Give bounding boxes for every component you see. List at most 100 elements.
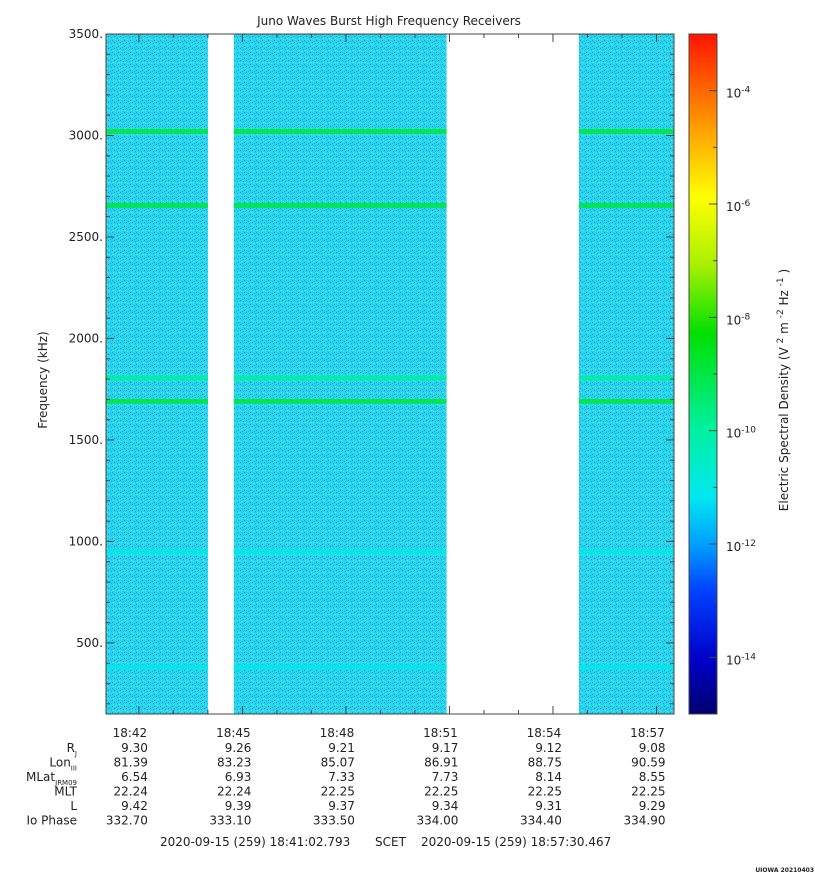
ephemeris-row-label: RJ (67, 741, 77, 758)
x-tick-label: 18:54 (527, 726, 562, 740)
colorbar-label-units: m (777, 322, 791, 334)
x-axis-ticks (138, 34, 657, 714)
emission-line (578, 128, 674, 134)
ephemeris-value: 22.25 (424, 785, 458, 799)
x-tick-label: 18:45 (216, 726, 251, 740)
ephemeris-value: 22.25 (528, 785, 562, 799)
emission-line (578, 664, 674, 670)
x-tick-label: 18:57 (630, 726, 665, 740)
emission-line (233, 203, 447, 209)
colorbar-tick-label: 10-8 (726, 312, 751, 327)
colorbar-label-sup: 2 (776, 338, 786, 344)
ephemeris-value: 334.00 (416, 814, 458, 828)
data-block (233, 34, 447, 714)
emission-line (233, 664, 447, 670)
ephemeris-value: 9.31 (535, 799, 562, 813)
ephemeris-row-label: MLT (54, 785, 77, 799)
ephemeris-value: 6.93 (225, 770, 252, 784)
y-tick-label: 2000. (69, 331, 103, 345)
ephemeris-row-label: LonIII (49, 756, 77, 773)
y-tick-label: 1500. (69, 433, 103, 447)
ephemeris-value: 334.40 (520, 814, 562, 828)
ephemeris-value: 22.25 (631, 785, 665, 799)
ephemeris-value: 9.08 (639, 741, 666, 755)
colorbar-label-sup: -1 (776, 277, 786, 286)
ephemeris-table: 18:42 18:45 18:48 18:51 18:54 18:57 RJ 9.30 9.26… (26, 726, 665, 828)
emission-line (106, 203, 208, 209)
ephemeris-value: 8.55 (639, 770, 666, 784)
emission-line (106, 398, 208, 404)
y-tick-label: 1000. (69, 534, 103, 548)
chart-title: Juno Waves Burst High Frequency Receiver… (256, 14, 521, 28)
ephemeris-value: 9.39 (225, 799, 252, 813)
emission-line (233, 398, 447, 404)
ephemeris-value: 333.50 (313, 814, 355, 828)
ephemeris-value: 332.70 (106, 814, 148, 828)
y-axis-label: Frequency (kHz) (36, 331, 50, 428)
colorbar-label-text: Electric Spectral Density (777, 364, 791, 511)
ephemeris-value: 7.33 (328, 770, 355, 784)
y-axis-ticks: 500. 1000. 1500. 2000. 2500. 3000. 3500. (69, 27, 674, 705)
ephemeris-value: 9.29 (639, 799, 666, 813)
ephemeris-value: 22.24 (114, 785, 148, 799)
ephemeris-value: 333.10 (209, 814, 251, 828)
time-span-start: 2020-09-15 (259) 18:41:02.793 (160, 835, 350, 849)
x-tick-label: 18:42 (113, 726, 148, 740)
y-tick-label: 2500. (69, 230, 103, 244)
ephemeris-value: 83.23 (217, 756, 251, 770)
ephemeris-value: 85.07 (321, 756, 355, 770)
ephemeris-value: 90.59 (631, 756, 665, 770)
emission-line (106, 549, 208, 555)
ephemeris-value: 7.73 (432, 770, 459, 784)
emission-lines (106, 128, 674, 670)
ephemeris-value: 9.30 (121, 741, 148, 755)
ephemeris-value: 9.17 (432, 741, 459, 755)
ephemeris-value: 9.12 (535, 741, 562, 755)
colorbar-label-sup: -2 (776, 309, 786, 318)
ephemeris-value: 81.39 (114, 756, 148, 770)
ephemeris-row-label: Io Phase (26, 814, 77, 828)
emission-line (106, 375, 208, 381)
colorbar-ticks: 10-4 10-6 10-8 10-10 10-12 10-14 (709, 33, 756, 715)
colorbar-tick-label: 10-12 (726, 539, 756, 554)
emission-line (578, 375, 674, 381)
emission-line (578, 203, 674, 209)
emission-line (233, 375, 447, 381)
x-tick-label: 18:48 (320, 726, 355, 740)
emission-line (233, 128, 447, 134)
emission-line (106, 128, 208, 134)
plot-area: 500. 1000. 1500. 2000. 2500. 3000. 3500. (69, 27, 675, 715)
colorbar-scale (688, 33, 718, 715)
ephemeris-value: 9.21 (328, 741, 355, 755)
colorbar-label: Electric Spectral Density (V 2 m -2 Hz -… (776, 269, 791, 511)
x-tick-label: 18:51 (423, 726, 458, 740)
emission-line (578, 398, 674, 404)
ephemeris-row-label: MLatJRM09 (26, 770, 77, 787)
colorbar-label-units: Hz (777, 290, 791, 305)
colorbar-tick-label: 10-6 (726, 199, 751, 214)
ephemeris-value: 88.75 (528, 756, 562, 770)
ephemeris-value: 334.90 (623, 814, 665, 828)
data-block (578, 34, 674, 714)
y-tick-label: 3000. (69, 128, 103, 142)
ephemeris-value: 86.91 (424, 756, 458, 770)
data-block (106, 34, 208, 714)
colorbar-label-units: (V (777, 346, 791, 360)
colorbar-label-close: ) (777, 269, 791, 274)
colorbar: 10-4 10-6 10-8 10-10 10-12 10-14 Electric Spe… (688, 33, 791, 715)
time-span-mid: SCET (375, 835, 407, 849)
ephemeris-value: 22.25 (321, 785, 355, 799)
ephemeris-value: 8.14 (535, 770, 562, 784)
time-span-end: 2020-09-15 (259) 18:57:30.467 (421, 835, 611, 849)
credit-stamp: UIOWA 20210403 (755, 867, 814, 874)
data-blocks (106, 34, 674, 714)
ephemeris-value: 6.54 (121, 770, 148, 784)
ephemeris-value: 22.24 (217, 785, 251, 799)
ephemeris-value: 9.34 (432, 799, 459, 813)
emission-line (578, 549, 674, 555)
emission-line (233, 549, 447, 555)
emission-line (106, 664, 208, 670)
y-tick-label: 3500. (69, 27, 103, 41)
ephemeris-value: 9.26 (225, 741, 252, 755)
